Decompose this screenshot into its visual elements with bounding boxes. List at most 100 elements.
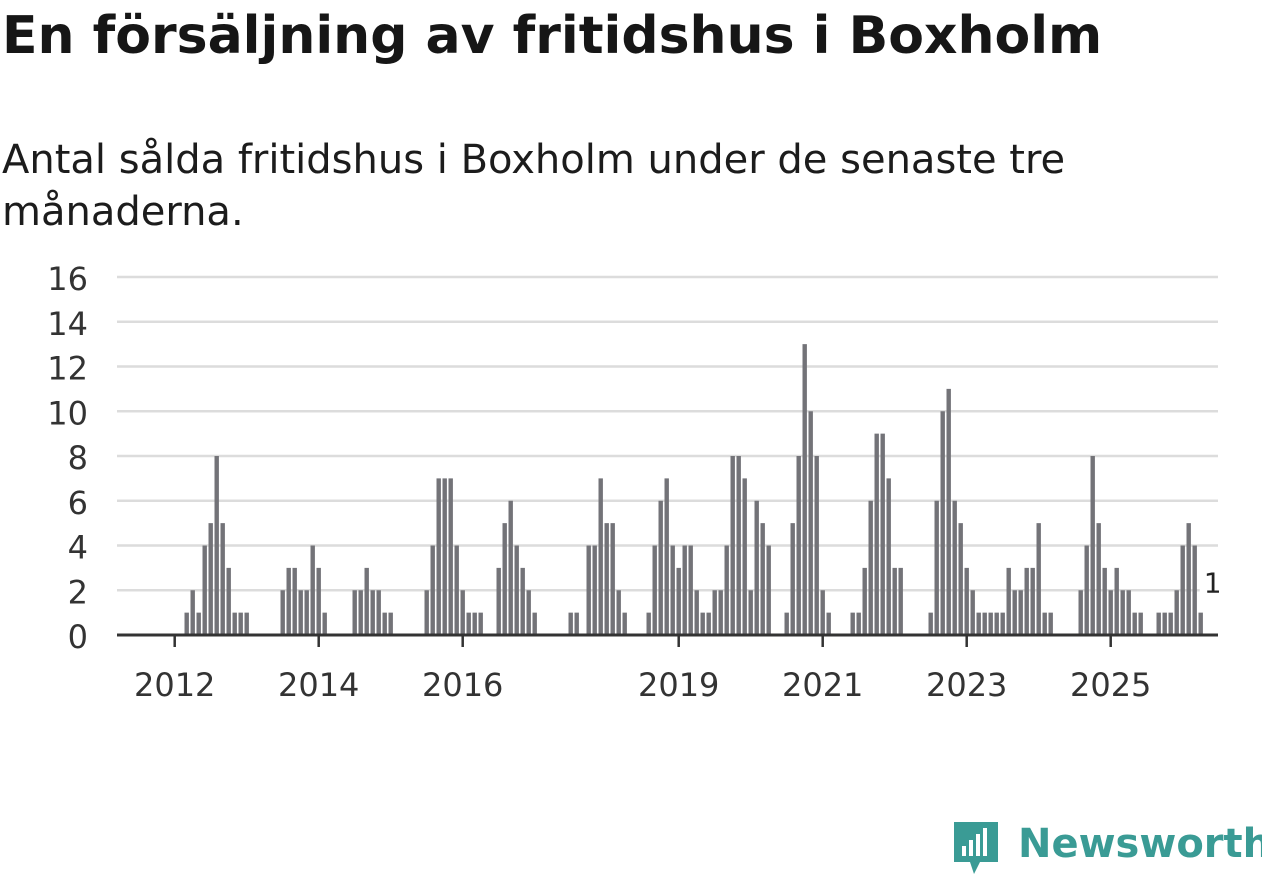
y-tick-label: 4 [68,529,88,567]
bar [1156,612,1161,636]
bar [658,500,663,635]
bar [1078,590,1083,635]
y-tick-label: 16 [47,260,88,298]
bar [796,456,801,635]
chart-title: En försäljning av fritidshus i Boxholm [2,6,1103,66]
bar [442,478,447,636]
bar [568,612,573,636]
x-tick-label: 2023 [926,666,1007,704]
bar [616,590,621,635]
highlight-label-bg [1199,567,1226,600]
x-tick-label: 2019 [638,666,719,704]
bar [742,478,747,636]
bar [1108,590,1113,635]
bar [706,612,711,636]
bar [196,612,201,636]
bar [448,478,453,636]
bar [622,612,627,636]
bar [1018,590,1023,635]
bar [736,456,741,635]
bar [850,612,855,636]
bar [1000,612,1005,636]
x-tick-label: 2014 [278,666,359,704]
bar [208,523,213,636]
bar [514,545,519,635]
bar [574,612,579,636]
bar [1174,590,1179,635]
bar [472,612,477,636]
bar [1102,567,1107,636]
bar [952,500,957,635]
bar [352,590,357,635]
bar [184,612,189,636]
bar [280,590,285,635]
bar [508,500,513,635]
bar [1090,456,1095,635]
x-tick-label: 2016 [422,666,503,704]
bar [676,567,681,636]
bar [826,612,831,636]
bar [202,545,207,635]
bar [1012,590,1017,635]
bar [1096,523,1101,636]
bar [496,567,501,636]
bar [1168,612,1173,636]
bar [982,612,987,636]
bar [820,590,825,635]
bar [682,545,687,635]
bar [526,590,531,635]
bar [976,612,981,636]
chart-subtitle: Antal sålda fritidshus i Boxholm under d… [2,137,1066,235]
bar [784,612,789,636]
bar [730,456,735,635]
bar [1084,545,1089,635]
bar [388,612,393,636]
bar [670,545,675,635]
bar [586,545,591,635]
bar [1006,567,1011,636]
bar-chart: 0 2 4 6 8 10 12 14 16 2012 2014 2016 2019 2021 2023 202… [47,260,1226,704]
bar [688,545,693,635]
bar [304,590,309,635]
y-tick-label: 14 [47,305,88,343]
bar [790,523,795,636]
y-tick-label: 0 [68,618,88,656]
y-tick-label: 10 [47,394,88,432]
bar [316,567,321,636]
bar [718,590,723,635]
bar [286,567,291,636]
bar [436,478,441,636]
bar [604,523,609,636]
bar [1198,612,1203,636]
bar [748,590,753,635]
bar [928,612,933,636]
bar [646,612,651,636]
bar [466,612,471,636]
bar [238,612,243,636]
bar [358,590,363,635]
bar [1138,612,1143,636]
bar [520,567,525,636]
bar [1132,612,1137,636]
bar [712,590,717,635]
bar [1030,567,1035,636]
brand-name: Newsworthy [1018,821,1262,867]
bar [220,523,225,636]
bar [766,545,771,635]
bar [970,590,975,635]
bar [886,478,891,636]
bar [664,478,669,636]
bar [1162,612,1167,636]
bar [430,545,435,635]
bar [760,523,765,636]
bar-chart-pin-icon [954,822,998,874]
bar [382,612,387,636]
bar [376,590,381,635]
y-tick-label: 6 [68,484,88,522]
x-tick-label: 2012 [134,666,215,704]
bar [364,567,369,636]
bar [1036,523,1041,636]
bar [940,411,945,635]
bar [964,567,969,636]
bar [310,545,315,635]
